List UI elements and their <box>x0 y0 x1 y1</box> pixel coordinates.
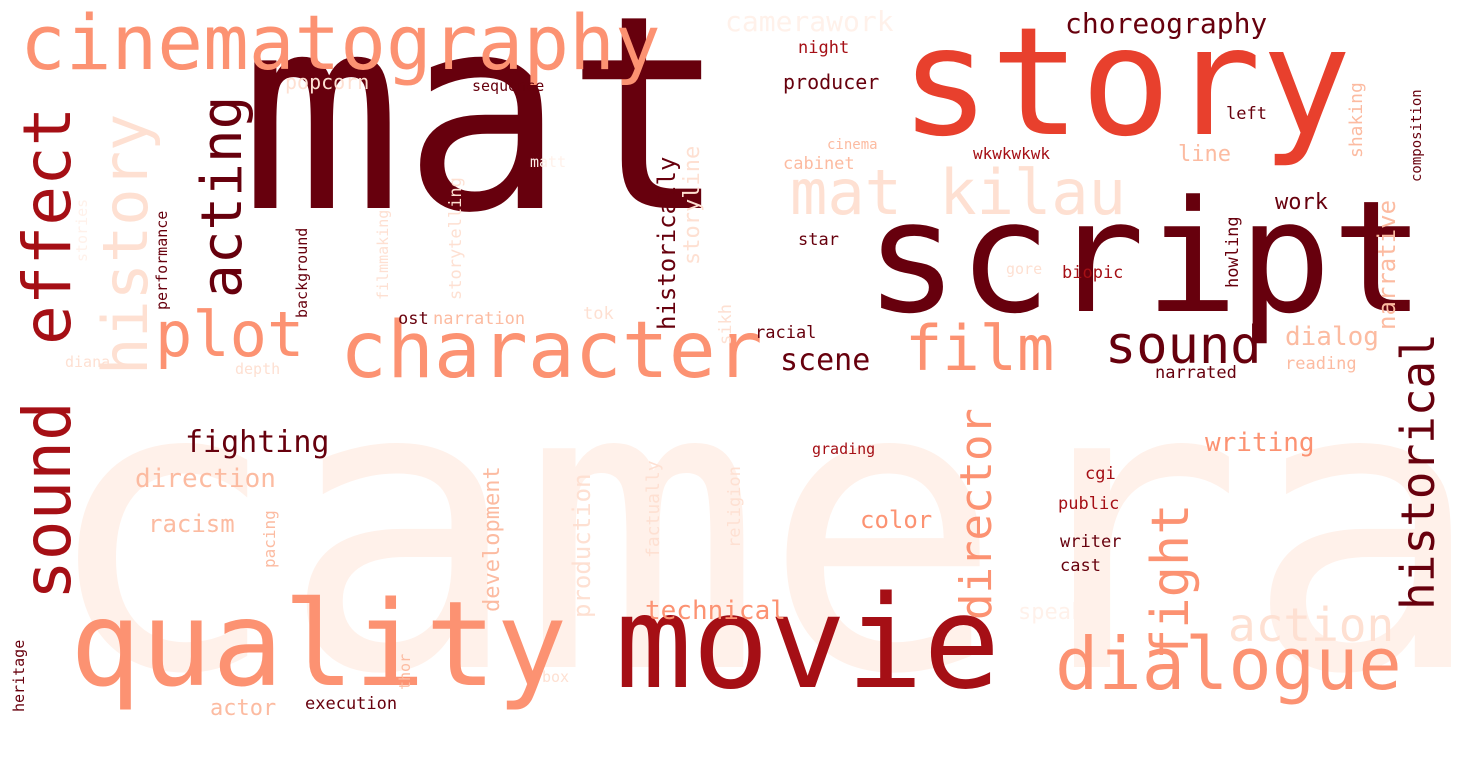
word-camerawork: camerawork <box>725 5 894 38</box>
word-work: work <box>1275 190 1328 215</box>
word-writer: writer <box>1060 532 1122 552</box>
word-plot: plot <box>155 298 305 371</box>
word-fighting: fighting <box>185 425 330 460</box>
word-film: film <box>905 312 1055 385</box>
word-direction: direction <box>135 464 276 494</box>
word-narration: narration <box>433 309 526 329</box>
word-howling: howling <box>1223 216 1243 288</box>
word-background: background <box>293 227 311 318</box>
word-biopic: biopic <box>1062 263 1124 283</box>
word-tok: tok <box>583 304 614 324</box>
word-fight: fight <box>1141 503 1201 660</box>
word-history: history <box>89 113 162 375</box>
word-pacing: pacing <box>260 510 279 568</box>
word-character: character <box>340 306 763 396</box>
word-racism: racism <box>148 510 235 538</box>
word-historical: historical <box>1391 333 1445 610</box>
word-scene: scene <box>780 343 871 378</box>
word-mat: mat <box>240 0 728 272</box>
word-development: development <box>480 466 505 612</box>
word-writing: writing <box>1205 428 1315 458</box>
word-heritage: heritage <box>10 639 28 712</box>
word-shaking: shaking <box>1346 82 1367 158</box>
word-narrated: narrated <box>1155 363 1237 383</box>
word-night: night <box>798 38 850 58</box>
word-cabinet: cabinet <box>783 154 855 174</box>
word-cast: cast <box>1060 556 1101 576</box>
word-reading: reading <box>1285 354 1357 374</box>
word-mat-kilau: mat kilau <box>790 156 1126 229</box>
word-script: script <box>865 167 1425 348</box>
word-quality: quality <box>70 575 568 713</box>
word-story: story <box>900 0 1352 170</box>
word-narrative: narrative <box>1373 199 1401 330</box>
word-camera: camera <box>40 297 1460 762</box>
word-ost: ost <box>398 309 429 329</box>
word-popcorn: popcorn <box>285 70 370 94</box>
word-diana: diana <box>65 353 111 371</box>
word-filmmaking: filmmaking <box>374 209 392 300</box>
word-grading: grading <box>812 440 876 458</box>
word-dialog: dialog <box>1285 322 1379 352</box>
word-racial: racial <box>755 323 817 343</box>
word-wkwkwkwk: wkwkwkwk <box>973 144 1051 163</box>
word-left: left <box>1226 104 1267 124</box>
word-color: color <box>860 506 933 534</box>
word-director: director <box>951 408 1002 620</box>
word-choreography: choreography <box>1065 7 1268 40</box>
word-sikh: sikh <box>716 304 736 345</box>
word-storytelling: storytelling <box>446 177 466 300</box>
word-effect: effect <box>9 106 86 345</box>
word-line: line <box>1178 142 1231 167</box>
word-public: public <box>1058 494 1120 514</box>
word-performance: performance <box>153 210 171 310</box>
word-sound: sound <box>1105 316 1262 376</box>
word-producer: producer <box>783 70 880 94</box>
word-composition: composition <box>1409 89 1425 182</box>
word-action: action <box>1228 598 1395 652</box>
word-sound-vertical: sound <box>9 401 86 600</box>
word-sequence: sequence <box>472 77 545 95</box>
word-actor: actor <box>210 696 277 721</box>
word-execution: execution <box>305 694 398 714</box>
word-acting: acting <box>190 95 255 298</box>
word-religion: religion <box>725 466 745 548</box>
word-cinematography: cinematography <box>20 0 661 87</box>
word-speaker: speaker <box>1018 600 1111 625</box>
word-movie: movie <box>615 569 1001 718</box>
word-cinema: cinema <box>827 137 878 153</box>
word-production: production <box>568 473 596 619</box>
word-historically: historically <box>653 156 681 330</box>
word-thor: thor <box>396 653 414 690</box>
word-factually: factually <box>643 460 664 558</box>
word-storyline: storyline <box>680 145 705 265</box>
word-technical: technical <box>645 596 786 626</box>
word-dialogue: dialogue <box>1055 622 1402 706</box>
word-cloud: camera mat story script cinematography m… <box>9 0 1460 762</box>
word-cgi: cgi <box>1085 464 1116 484</box>
word-star: star <box>798 230 839 250</box>
word-matt: matt <box>530 153 567 171</box>
word-stories: stories <box>73 198 91 262</box>
word-depth: depth <box>235 360 281 378</box>
word-gore: gore <box>1006 260 1043 278</box>
word-box: box <box>542 668 570 686</box>
